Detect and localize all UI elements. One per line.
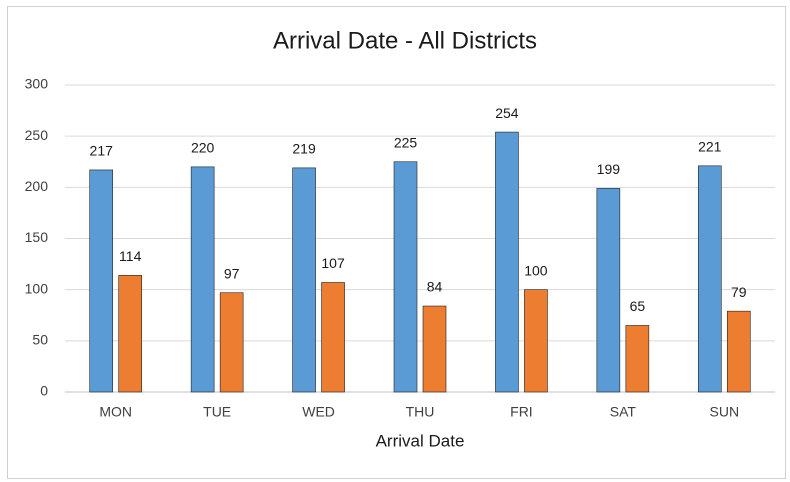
bar: [495, 131, 519, 393]
bar: [219, 292, 244, 393]
x-tick-label: MON: [99, 404, 132, 420]
x-tick-label: WED: [302, 404, 335, 420]
data-label: 79: [731, 284, 747, 300]
bar: [89, 169, 114, 393]
bar: [596, 188, 621, 393]
y-tick-label: 0: [40, 383, 48, 399]
data-label: 219: [292, 141, 316, 157]
bar: [697, 165, 722, 393]
data-label: 65: [630, 298, 646, 314]
y-tick-label: 300: [25, 76, 49, 92]
bar: [118, 275, 143, 393]
bar: [422, 305, 447, 393]
x-tick-label: FRI: [510, 404, 533, 420]
data-label: 217: [90, 143, 114, 159]
y-tick-label: 150: [25, 229, 49, 245]
data-label: 221: [698, 139, 722, 155]
bar: [292, 167, 316, 393]
data-label: 107: [321, 255, 345, 271]
bar: [625, 325, 650, 393]
data-label: 254: [495, 105, 519, 121]
data-label: 220: [191, 140, 215, 156]
x-tick-label: TUE: [203, 404, 231, 420]
data-label: 100: [524, 262, 548, 278]
x-axis-title: Arrival Date: [376, 431, 465, 450]
y-tick-label: 50: [32, 332, 48, 348]
chart-title: Arrival Date - All Districts: [273, 27, 537, 54]
data-label: 114: [119, 248, 142, 264]
bar: [726, 310, 751, 393]
y-tick-label: 250: [25, 127, 49, 143]
y-tick-label: 100: [25, 280, 49, 296]
bar: [524, 289, 548, 393]
x-tick-label: SUN: [710, 404, 740, 420]
y-tick-label: 200: [25, 178, 49, 194]
x-tick-label: SAT: [610, 404, 637, 420]
x-tick-label: THU: [406, 404, 435, 420]
bar: [393, 161, 418, 393]
data-label: 225: [394, 134, 418, 150]
bar: [190, 166, 215, 393]
data-label: 84: [427, 279, 443, 295]
data-label: 199: [597, 161, 621, 177]
bar: [321, 282, 345, 393]
data-label: 97: [224, 265, 240, 281]
